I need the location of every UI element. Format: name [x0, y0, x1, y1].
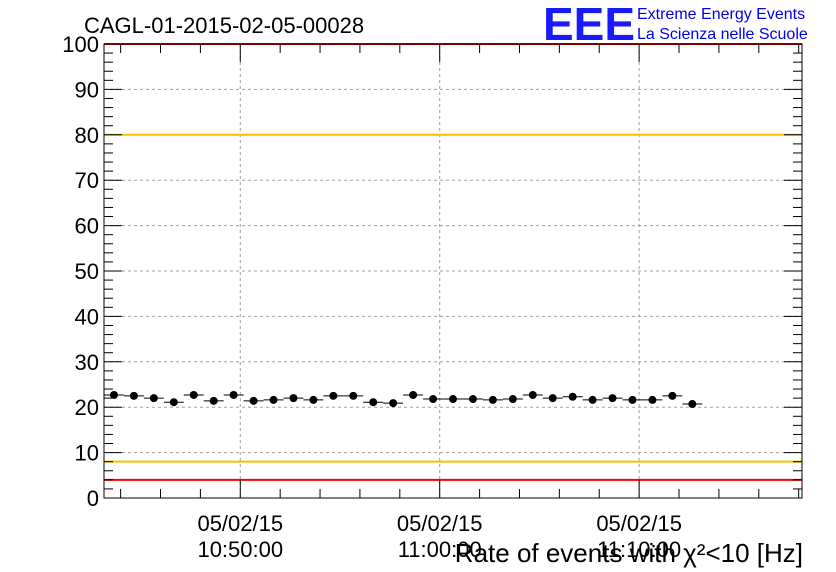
data-point-marker [329, 391, 338, 400]
data-point [383, 399, 404, 408]
data-point-marker [409, 390, 418, 399]
y-tick-label: 20 [75, 395, 99, 420]
data-point [203, 396, 224, 405]
tick-labels: 010203040506070809010005/02/1510:50:0005… [62, 32, 682, 562]
data-point-marker [289, 394, 298, 403]
data-point-marker [389, 399, 398, 408]
data-points [104, 390, 703, 409]
data-point-marker [488, 395, 497, 404]
x-tick-date: 05/02/15 [596, 511, 682, 536]
data-point [682, 400, 703, 409]
axis-ticks [104, 43, 802, 499]
x-tick-time: 11:10:00 [597, 537, 681, 562]
data-point [642, 395, 663, 404]
data-point-marker [668, 391, 677, 400]
data-point [423, 395, 444, 404]
data-point-marker [548, 394, 557, 403]
x-tick-time: 10:50:00 [197, 537, 283, 562]
data-point [363, 398, 384, 407]
data-point-marker [568, 392, 577, 401]
y-tick-label: 10 [75, 441, 99, 466]
x-tick-time: 11:00:00 [398, 537, 482, 562]
x-axis-title: Rate of events with χ²<10 [Hz] [455, 538, 803, 568]
data-point-marker [429, 395, 438, 404]
data-point [403, 390, 424, 399]
data-point [502, 395, 523, 404]
data-point [183, 390, 204, 399]
y-tick-label: 70 [75, 168, 99, 193]
data-point-marker [269, 395, 278, 404]
data-point-marker [309, 395, 318, 404]
data-point [223, 390, 244, 399]
data-point [662, 391, 683, 400]
data-point-marker [508, 395, 517, 404]
data-point [104, 390, 124, 399]
data-point [243, 396, 264, 405]
reference-lines [104, 43, 802, 481]
data-point [562, 392, 583, 401]
data-point-marker [129, 391, 138, 400]
eee-logo: EEE Extreme Energy Events La Scienza nel… [543, 0, 808, 50]
data-point [263, 395, 284, 404]
data-point [482, 395, 503, 404]
data-point-marker [648, 395, 657, 404]
data-point [602, 394, 623, 403]
y-tick-label: 80 [75, 123, 99, 148]
data-point [443, 395, 463, 404]
data-point [522, 390, 543, 399]
data-point [283, 394, 304, 403]
y-tick-label: 90 [75, 77, 99, 102]
data-point-marker [449, 395, 457, 404]
data-point-marker [628, 395, 637, 404]
x-tick-date: 05/02/15 [397, 511, 483, 536]
y-tick-label: 50 [75, 259, 99, 284]
data-point-marker [229, 390, 238, 399]
logo-line-2: La Scienza nelle Scuole [637, 26, 808, 43]
data-point-marker [528, 390, 537, 399]
logo-mark: EEE [543, 0, 635, 50]
data-point [582, 395, 603, 404]
logo-line-1: Extreme Energy Events [637, 6, 805, 23]
data-point-marker [688, 400, 697, 409]
data-point-marker [468, 395, 477, 404]
y-tick-label: 100 [62, 32, 99, 57]
y-tick-label: 60 [75, 214, 99, 239]
x-tick-date: 05/02/15 [197, 511, 283, 536]
data-point [542, 394, 563, 403]
data-point-marker [189, 390, 198, 399]
data-point [462, 395, 483, 404]
data-point-marker [149, 394, 158, 403]
data-point-marker [349, 391, 358, 400]
y-tick-label: 40 [75, 304, 99, 329]
data-point [622, 395, 643, 404]
data-point-marker [209, 396, 218, 405]
y-tick-label: 0 [87, 486, 99, 511]
data-point [343, 391, 364, 400]
data-point [303, 395, 324, 404]
data-point [163, 398, 184, 407]
data-point-marker [169, 398, 178, 407]
data-point-marker [369, 398, 378, 407]
data-point-marker [109, 390, 118, 399]
data-point [143, 394, 164, 403]
data-point [123, 391, 144, 400]
data-point [323, 391, 344, 400]
data-point-marker [608, 394, 617, 403]
chart-title: CAGL-01-2015-02-05-00028 [84, 13, 364, 38]
grid-layer [104, 44, 802, 498]
data-point-marker [249, 396, 258, 405]
data-point-marker [588, 395, 597, 404]
y-tick-label: 30 [75, 350, 99, 375]
